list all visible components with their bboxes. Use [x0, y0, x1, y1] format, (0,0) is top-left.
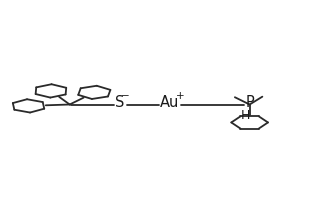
Text: S: S [115, 95, 124, 110]
Text: Au: Au [160, 95, 179, 110]
Text: −: − [121, 91, 130, 101]
Text: H: H [241, 109, 250, 122]
Text: +: + [176, 91, 185, 101]
Text: P: P [245, 95, 254, 110]
